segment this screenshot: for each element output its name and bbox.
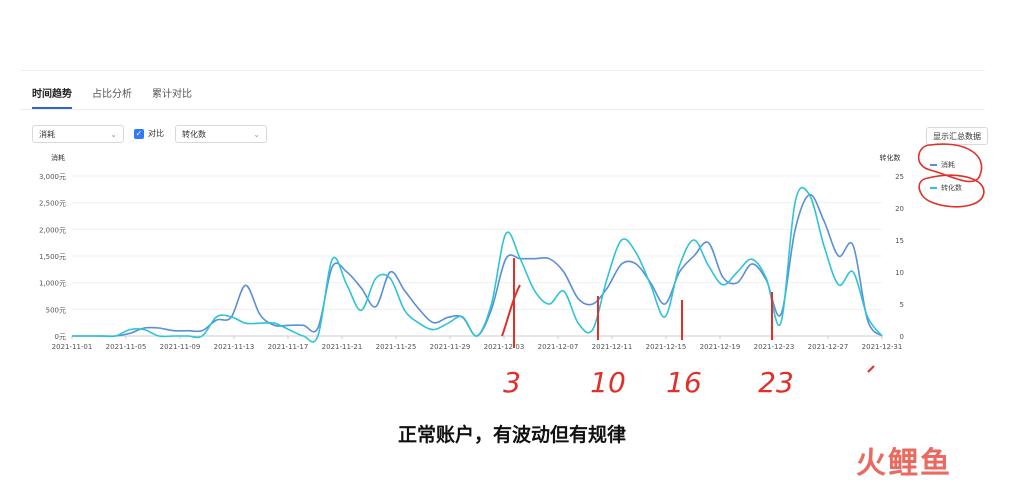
x-tick-label: 2021-12-23 bbox=[754, 343, 795, 351]
compare-checkbox[interactable]: ✓ bbox=[134, 129, 144, 139]
y-tick-label-right: 5 bbox=[900, 301, 904, 309]
x-tick-label: 2021-11-01 bbox=[52, 343, 93, 351]
y-tick-label-right: 20 bbox=[895, 205, 904, 213]
red-marker-stroke bbox=[501, 284, 521, 337]
compare-label: 对比 bbox=[148, 129, 164, 138]
handwritten-number: 23 bbox=[758, 366, 794, 399]
chart-series bbox=[72, 186, 883, 343]
x-tick-label: 2021-11-09 bbox=[160, 343, 201, 351]
chart-axes: 0元 500元 1,000元 1,500元 2,000元 2,500元 3,000元 0 5 10… bbox=[39, 153, 904, 351]
red-circle bbox=[917, 143, 983, 183]
y-tick-label-right: 25 bbox=[895, 173, 904, 181]
chevron-down-icon: ⌄ bbox=[110, 130, 117, 139]
x-tick-label: 2021-12-11 bbox=[592, 343, 633, 351]
x-tick-label: 2021-12-31 bbox=[862, 343, 903, 351]
series-line-spend bbox=[72, 193, 883, 337]
x-tick-label: 2021-11-17 bbox=[268, 343, 309, 351]
y-tick-label-left: 500元 bbox=[46, 306, 66, 314]
legend-label: 消耗 bbox=[941, 161, 955, 169]
tab-bar: 时间趋势 占比分析 累计对比 bbox=[32, 85, 192, 109]
series-line-conversions bbox=[72, 186, 883, 343]
compare-metric-value: 转化数 bbox=[182, 130, 206, 139]
metric-select-value: 消耗 bbox=[39, 130, 55, 139]
x-tick-label: 2021-12-19 bbox=[700, 343, 741, 351]
x-tick-label: 2021-11-05 bbox=[106, 343, 147, 351]
handwritten-number: 10 bbox=[590, 366, 626, 399]
chart-grid bbox=[72, 175, 882, 337]
y-tick-label-left: 3,000元 bbox=[39, 173, 66, 181]
red-tick-mark bbox=[867, 365, 875, 373]
y-tick-label-right: 15 bbox=[895, 237, 904, 245]
legend-swatch bbox=[930, 164, 937, 166]
legend-item-conversions[interactable]: 转化数 bbox=[930, 183, 962, 193]
red-circle bbox=[918, 174, 985, 208]
tab-cumulative-compare[interactable]: 累计对比 bbox=[152, 89, 192, 100]
y-tick-label-left: 1,000元 bbox=[39, 280, 66, 288]
y-tick-label-right: 10 bbox=[895, 269, 904, 277]
y-tick-label-right: 0 bbox=[900, 333, 904, 341]
x-tick-label: 2021-11-13 bbox=[214, 343, 255, 351]
watermark-logo: 火鲤鱼 bbox=[856, 446, 952, 481]
x-tick-label: 2021-12-07 bbox=[538, 343, 579, 351]
tab-time-trend[interactable]: 时间趋势 bbox=[32, 85, 72, 109]
x-tick-label: 2021-12-03 bbox=[484, 343, 525, 351]
handwritten-number: 16 bbox=[666, 366, 702, 399]
compare-metric-select[interactable]: 转化数 ⌄ bbox=[175, 125, 267, 143]
x-tick-label: 2021-11-25 bbox=[376, 343, 417, 351]
y-tick-label-left: 2,000元 bbox=[39, 226, 66, 234]
legend-label: 转化数 bbox=[941, 184, 962, 192]
handwritten-annotations: 3 10 16 23 bbox=[501, 143, 985, 399]
caption-text: 正常账户，有波动但有规律 bbox=[397, 424, 626, 446]
tabs-divider bbox=[20, 109, 985, 110]
y-axis-title-right: 转化数 bbox=[880, 153, 901, 162]
x-tick-label: 2021-12-15 bbox=[646, 343, 687, 351]
tab-share-analysis[interactable]: 占比分析 bbox=[92, 89, 132, 100]
legend-item-spend[interactable]: 消耗 bbox=[930, 160, 955, 170]
x-tick-label: 2021-12-27 bbox=[808, 343, 849, 351]
y-tick-label-left: 2,500元 bbox=[39, 200, 66, 208]
legend-swatch bbox=[930, 187, 937, 189]
x-tick-label: 2021-11-21 bbox=[322, 343, 363, 351]
x-tick-label: 2021-11-29 bbox=[430, 343, 471, 351]
analytics-panel: 时间趋势 占比分析 累计对比 消耗 ⌄ ✓ 对比 转化数 ⌄ 显示汇总数据 bbox=[20, 70, 988, 361]
y-tick-label-left: 0元 bbox=[55, 333, 66, 341]
chevron-down-icon: ⌄ bbox=[253, 130, 260, 139]
handwritten-number: 3 bbox=[503, 366, 521, 399]
metric-select[interactable]: 消耗 ⌄ bbox=[32, 125, 124, 143]
y-tick-label-left: 1,500元 bbox=[39, 253, 66, 261]
y-axis-title-left: 消耗 bbox=[51, 153, 65, 162]
